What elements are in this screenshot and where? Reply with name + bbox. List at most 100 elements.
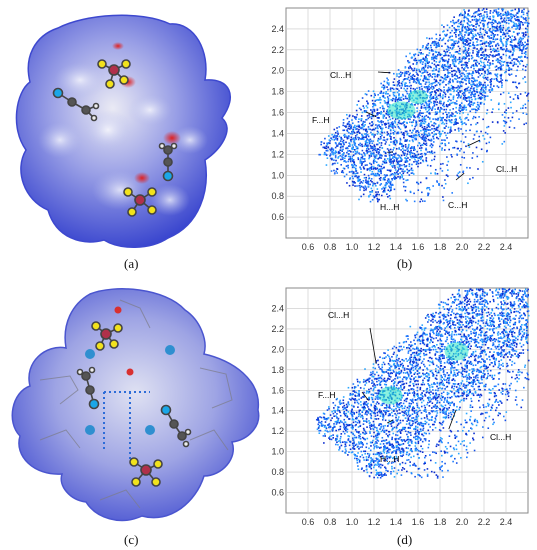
fp-point xyxy=(383,139,386,142)
fp-point xyxy=(477,54,479,57)
fp-point xyxy=(398,93,400,96)
fp-point xyxy=(382,439,385,442)
fp-point xyxy=(434,97,437,99)
fp-point xyxy=(344,448,347,450)
fp-point xyxy=(404,160,407,163)
fp-point xyxy=(373,148,375,151)
fp-point xyxy=(403,78,406,80)
fp-point xyxy=(446,74,449,77)
fp-point xyxy=(525,53,527,56)
fp-point xyxy=(464,298,467,301)
fp-point xyxy=(404,189,407,192)
fp-point xyxy=(459,82,462,84)
fp-point xyxy=(398,99,401,101)
fp-point xyxy=(510,68,513,71)
fp-point xyxy=(517,20,519,22)
fp-point xyxy=(436,126,438,129)
fp-point xyxy=(493,41,495,43)
fp-point xyxy=(462,72,464,75)
fp-point xyxy=(435,357,437,360)
fp-point xyxy=(398,165,401,168)
fp-point xyxy=(386,102,388,104)
fp-point xyxy=(432,58,435,60)
fp-point xyxy=(455,118,457,120)
fp-point xyxy=(449,78,451,80)
fp-point xyxy=(382,186,385,189)
fp-point xyxy=(417,153,420,156)
fp-point xyxy=(422,58,424,60)
fp-point xyxy=(439,100,441,103)
fp-point xyxy=(460,399,463,402)
fp-point xyxy=(428,108,431,110)
fp-point xyxy=(406,199,408,202)
fp-point xyxy=(334,150,337,152)
fp-point xyxy=(464,99,467,101)
fp-point xyxy=(465,53,468,56)
fp-point xyxy=(501,84,503,87)
fp-point xyxy=(380,120,383,122)
fp-point xyxy=(378,124,380,126)
fp-point xyxy=(386,96,389,98)
fp-point xyxy=(369,150,372,153)
fp-point xyxy=(425,147,427,150)
fp-point xyxy=(436,112,438,115)
fp-point xyxy=(442,162,444,165)
fp-point xyxy=(421,63,424,65)
fp-point xyxy=(382,427,385,429)
fp-point xyxy=(472,12,475,15)
fp-point xyxy=(518,333,521,336)
fp-point xyxy=(412,81,415,83)
fp-point xyxy=(337,145,339,147)
fp-point xyxy=(450,20,452,23)
fp-point xyxy=(386,82,389,85)
fp-point xyxy=(447,175,449,178)
fp-point xyxy=(416,116,419,118)
fp-point xyxy=(447,39,450,41)
fp-point xyxy=(520,40,522,43)
fp-point xyxy=(428,103,431,105)
fp-point xyxy=(493,85,495,87)
fp-point xyxy=(477,13,480,16)
fp-point xyxy=(484,11,486,13)
fp-point xyxy=(376,401,379,403)
fp-point xyxy=(322,435,325,437)
fp-point xyxy=(459,47,461,50)
fp-point xyxy=(497,11,500,14)
fp-point xyxy=(519,45,521,48)
fp-point xyxy=(467,52,469,55)
fp-point xyxy=(384,184,387,187)
fp-point xyxy=(373,96,375,98)
fp-point xyxy=(348,131,350,134)
fp-point xyxy=(465,31,467,34)
fp-point xyxy=(349,158,352,161)
fp-point xyxy=(441,24,443,27)
fp-point xyxy=(427,74,430,76)
fp-point xyxy=(498,345,500,348)
fp-point xyxy=(404,152,406,155)
fp-point xyxy=(404,130,407,133)
fp-point xyxy=(357,157,359,159)
fp-point xyxy=(428,49,431,52)
fp-point xyxy=(392,457,394,460)
fp-point xyxy=(415,59,417,62)
fp-point xyxy=(441,76,444,79)
fp-point xyxy=(395,157,397,159)
fp-point xyxy=(460,32,462,35)
fp-point xyxy=(328,426,330,429)
fp-point xyxy=(423,139,426,142)
fp-point xyxy=(356,131,358,133)
fp-point xyxy=(439,96,442,98)
fp-point xyxy=(472,176,474,179)
fp-point xyxy=(444,95,447,98)
fp-point xyxy=(487,347,489,349)
fp-point xyxy=(425,108,427,111)
fp-point xyxy=(367,185,370,188)
fp-point xyxy=(474,359,477,362)
fp-point xyxy=(423,132,426,135)
fp-point xyxy=(375,418,378,420)
fp-point xyxy=(522,349,524,351)
fp-point xyxy=(459,53,461,55)
fp-point xyxy=(518,22,520,24)
fp-point xyxy=(392,133,395,135)
fp-point xyxy=(366,148,368,150)
